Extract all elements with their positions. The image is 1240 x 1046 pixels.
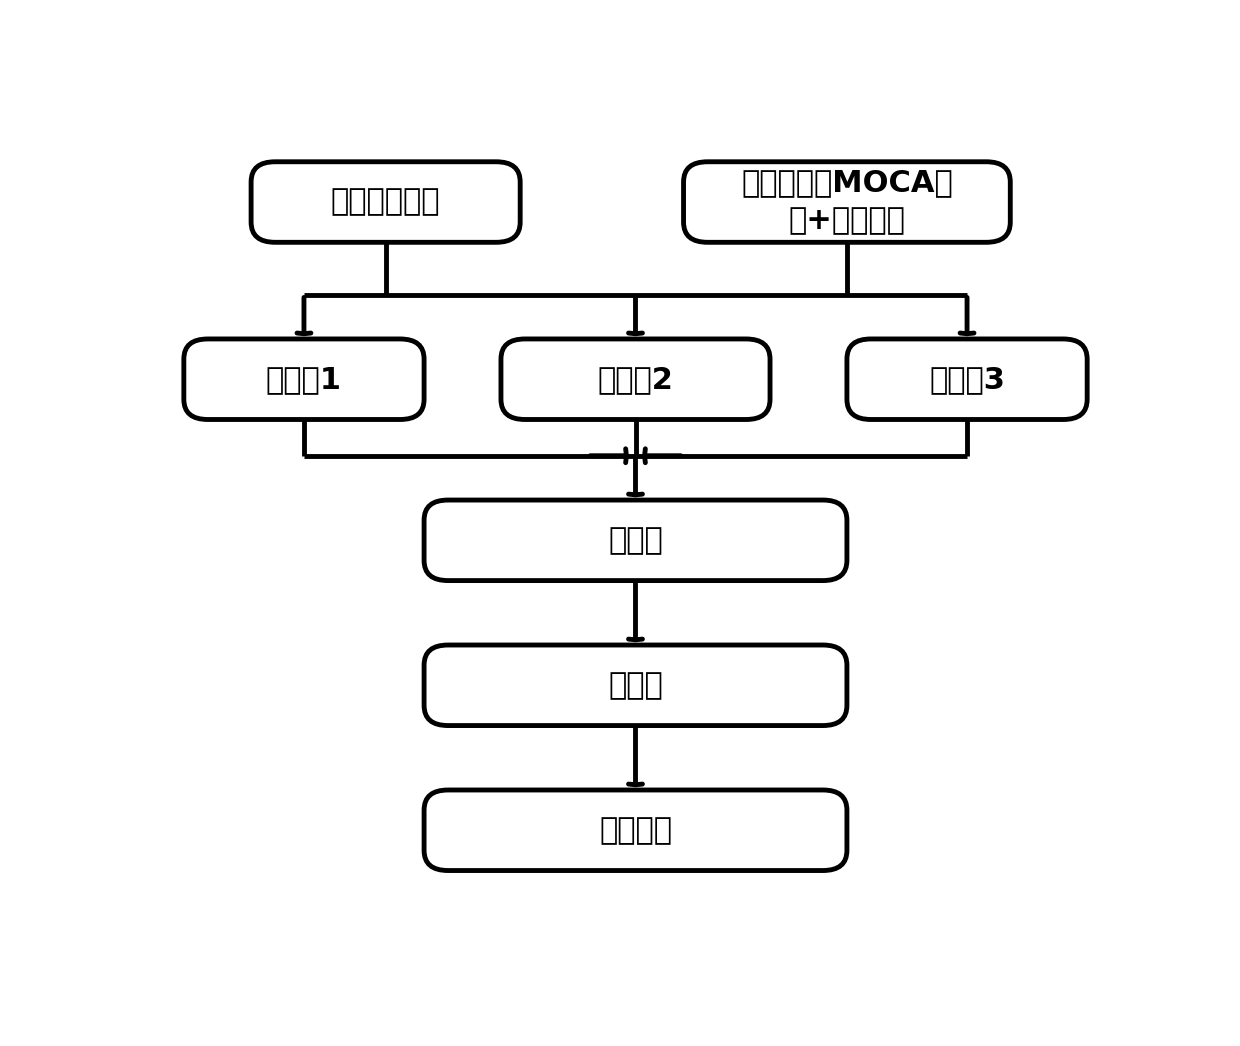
FancyBboxPatch shape xyxy=(424,790,847,870)
Text: 核函数2: 核函数2 xyxy=(598,365,673,393)
FancyBboxPatch shape xyxy=(184,339,424,419)
Text: 核函数3: 核函数3 xyxy=(929,365,1004,393)
Text: 核函数1: 核函数1 xyxy=(265,365,342,393)
FancyBboxPatch shape xyxy=(847,339,1087,419)
Text: 多模特征矩阵: 多模特征矩阵 xyxy=(331,187,440,217)
Text: 合成核: 合成核 xyxy=(608,526,663,554)
Text: 相应矩阵，MOCA分
数+样本标签: 相应矩阵，MOCA分 数+样本标签 xyxy=(742,168,952,235)
Text: 分类器: 分类器 xyxy=(608,670,663,700)
FancyBboxPatch shape xyxy=(424,500,847,581)
FancyBboxPatch shape xyxy=(501,339,770,419)
Text: 输出结果: 输出结果 xyxy=(599,816,672,845)
FancyBboxPatch shape xyxy=(250,162,521,243)
FancyBboxPatch shape xyxy=(683,162,1011,243)
FancyBboxPatch shape xyxy=(424,645,847,726)
